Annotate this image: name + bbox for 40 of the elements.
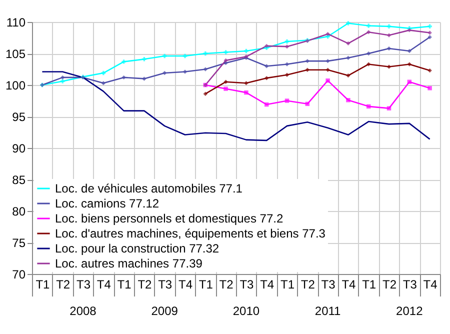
x-tick-label: T1 — [280, 278, 295, 292]
text: 2011 — [314, 304, 342, 318]
x-tick-label: T4 — [260, 278, 274, 292]
x-tick-label: T3 — [240, 278, 254, 292]
x-tick-label: T1 — [117, 278, 132, 292]
legend-label: Loc. camions 77.12 — [55, 196, 160, 210]
text: 2012 — [396, 304, 424, 318]
y-tick-label: 80 — [12, 204, 26, 218]
x-tick-label: T3 — [158, 278, 172, 292]
text: 2010 — [232, 304, 260, 318]
x-tick-label: T1 — [36, 278, 50, 292]
x-tick-label: T2 — [138, 278, 152, 292]
text: 2009 — [151, 304, 178, 318]
x-tick-label: T4 — [342, 278, 356, 292]
y-tick-label: 90 — [12, 142, 26, 156]
text: 2008 — [70, 304, 97, 318]
x-tick-label: T2 — [382, 278, 397, 292]
y-tick-label: 70 — [12, 268, 26, 282]
legend-label: Loc. biens personnels et domestiques 77.2 — [55, 212, 284, 226]
x-tick-label: T2 — [219, 278, 234, 292]
x-tick-label: T4 — [178, 278, 193, 292]
legend-label: Loc. autres machines 77.39 — [55, 256, 203, 270]
y-tick-label: 75 — [12, 236, 26, 250]
x-tick-label: T4 — [96, 278, 112, 292]
y-tick-label: 85 — [12, 173, 26, 187]
x-tick-label: T4 — [423, 278, 438, 292]
y-tick-label: 105 — [5, 47, 26, 61]
x-tick-label: T1 — [198, 278, 214, 292]
x-tick-label: T2 — [300, 278, 316, 292]
x-tick-label: T3 — [402, 278, 418, 292]
legend-label: Loc. pour la construction 77.32 — [55, 242, 220, 256]
x-tick-label: T1 — [362, 278, 376, 292]
y-tick-label: 110 — [6, 16, 26, 30]
x-tick-label: T2 — [56, 278, 70, 292]
legend-label: Loc. d'autres machines, équipements et biens 77.3 — [55, 226, 326, 240]
y-tick-label: 95 — [12, 110, 26, 124]
y-tick-label: 100 — [5, 78, 26, 92]
x-tick-label: T3 — [76, 278, 91, 292]
legend-label: Loc. de véhicules automobiles 77.1 — [55, 182, 243, 196]
x-tick-label: T3 — [321, 278, 336, 292]
